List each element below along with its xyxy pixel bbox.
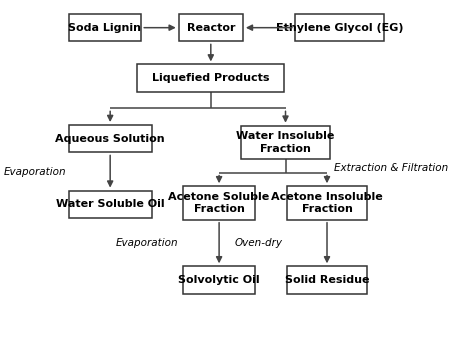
Text: Acetone Insoluble
Fraction: Acetone Insoluble Fraction — [271, 192, 383, 214]
FancyBboxPatch shape — [183, 266, 255, 294]
Text: Reactor: Reactor — [187, 23, 235, 33]
Text: Solvolytic Oil: Solvolytic Oil — [178, 275, 260, 285]
FancyBboxPatch shape — [137, 64, 284, 92]
Text: Ethylene Glycol (EG): Ethylene Glycol (EG) — [276, 23, 403, 33]
Text: Aqueous Solution: Aqueous Solution — [55, 134, 165, 144]
FancyBboxPatch shape — [295, 14, 384, 41]
FancyBboxPatch shape — [287, 266, 367, 294]
FancyBboxPatch shape — [241, 126, 330, 159]
Text: Extraction & Filtration: Extraction & Filtration — [334, 162, 448, 173]
FancyBboxPatch shape — [179, 14, 243, 41]
Text: Acetone Soluble
Fraction: Acetone Soluble Fraction — [168, 192, 270, 214]
Text: Evaporation: Evaporation — [4, 167, 66, 176]
Text: Liquefied Products: Liquefied Products — [152, 73, 270, 83]
Text: Water Insoluble
Fraction: Water Insoluble Fraction — [237, 131, 335, 154]
FancyBboxPatch shape — [183, 186, 255, 220]
FancyBboxPatch shape — [69, 125, 152, 153]
Text: Water Soluble Oil: Water Soluble Oil — [56, 199, 164, 209]
Text: Evaporation: Evaporation — [116, 238, 179, 248]
Text: Oven-dry: Oven-dry — [235, 238, 283, 248]
FancyBboxPatch shape — [69, 14, 141, 41]
Text: Solid Residue: Solid Residue — [285, 275, 369, 285]
FancyBboxPatch shape — [287, 186, 367, 220]
Text: Soda Lignin: Soda Lignin — [68, 23, 141, 33]
FancyBboxPatch shape — [69, 190, 152, 218]
